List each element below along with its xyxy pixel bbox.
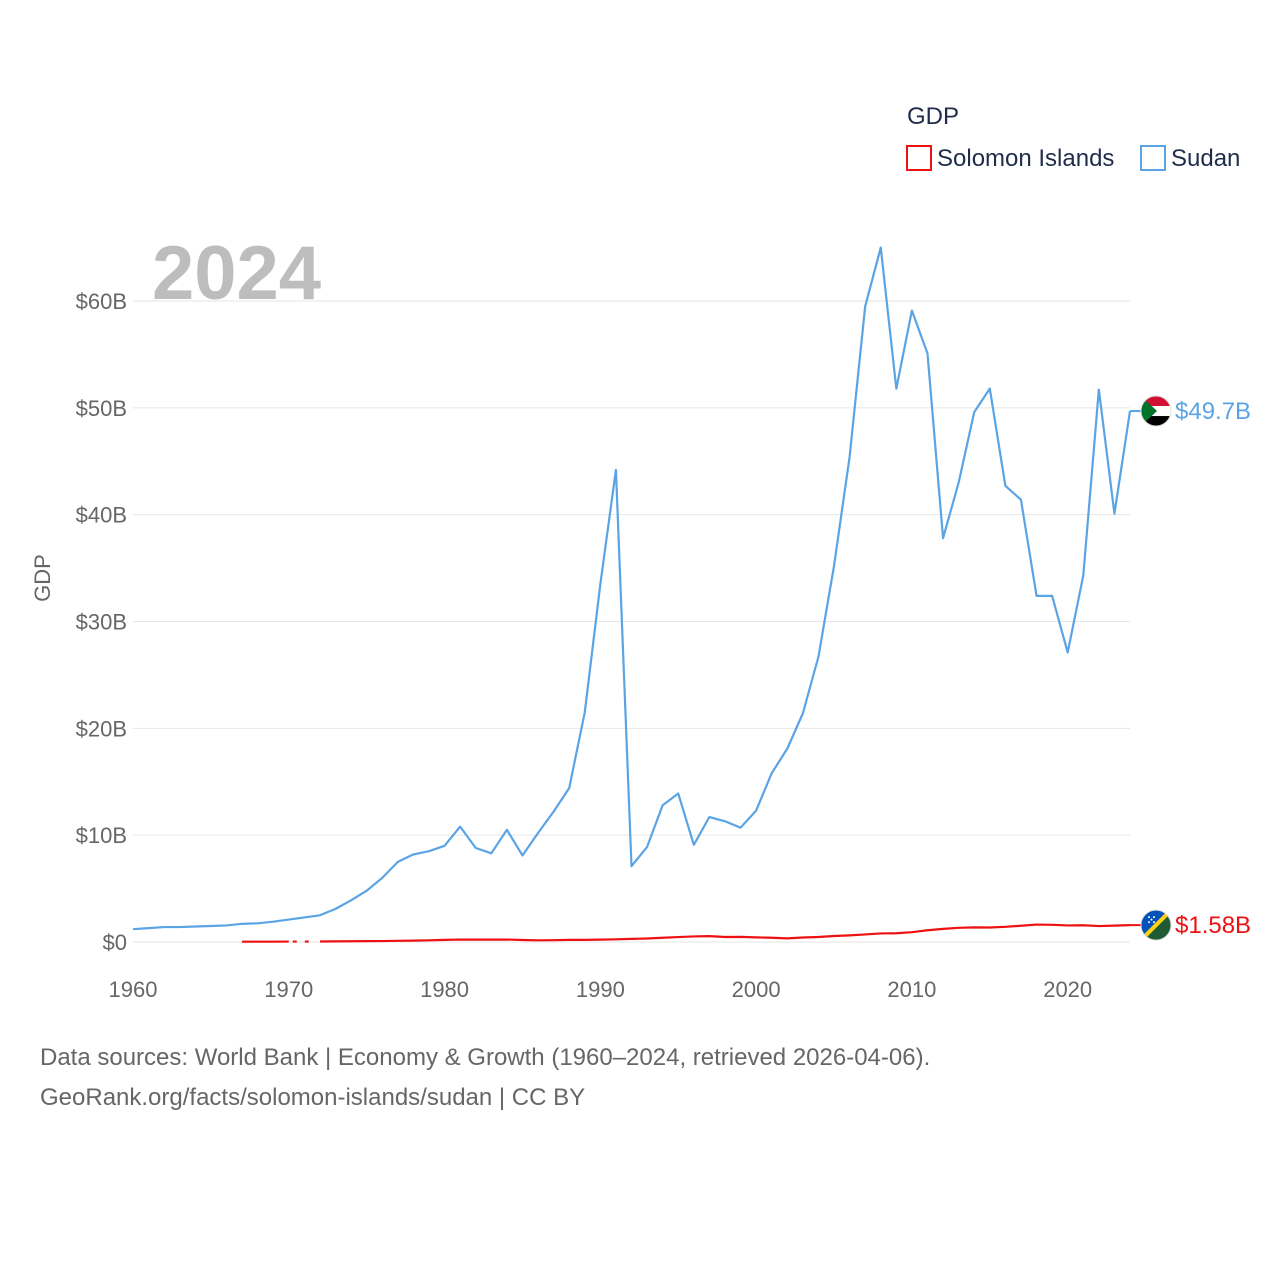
x-tick-label: 1970 <box>264 977 313 1002</box>
end-value-label-sudan: $49.7B <box>1175 398 1251 425</box>
attribution-link[interactable]: GeoRank.org/facts/solomon-islands/sudan … <box>40 1084 586 1111</box>
x-tick-label: 1980 <box>420 977 469 1002</box>
end-value-label-solomon-islands: $1.58B <box>1175 912 1251 939</box>
y-tick-label: $20B <box>76 716 127 741</box>
x-tick-label: 2010 <box>887 977 936 1002</box>
legend-swatch-sudan <box>1140 145 1166 171</box>
x-tick-label: 1960 <box>109 977 158 1002</box>
current-year-label: 2024 <box>152 231 321 316</box>
series-line-solomon-islands <box>319 923 1131 943</box>
data-source-note: Data sources: World Bank | Economy & Gro… <box>40 1044 931 1071</box>
series-end-markers: $1.58B $49.7B <box>1130 395 1251 941</box>
legend-title: GDP <box>907 103 959 130</box>
x-tick-label: 2020 <box>1043 977 1092 1002</box>
series-line-sudan <box>132 246 1132 931</box>
series-lines <box>132 246 1132 943</box>
x-tick-label: 2000 <box>732 977 781 1002</box>
y-tick-label: $10B <box>76 823 127 848</box>
legend-label-solomon-islands: Solomon Islands <box>937 145 1114 172</box>
x-tick-label: 1990 <box>576 977 625 1002</box>
y-tick-label: $30B <box>76 610 127 635</box>
y-tick-label: $50B <box>76 396 127 421</box>
legend: GDP Solomon Islands Sudan <box>906 103 1240 172</box>
legend-item-sudan[interactable]: Sudan <box>1140 145 1240 172</box>
legend-label-sudan: Sudan <box>1171 145 1240 172</box>
gridlines <box>133 300 1130 943</box>
y-tick-label: $60B <box>76 289 127 314</box>
axis-ticks: $0 $10B $20B $30B $40B $50B $60B 1960 1970 1980 19… <box>76 289 1093 1002</box>
legend-item-solomon-islands[interactable]: Solomon Islands <box>906 145 1114 172</box>
solomon-islands-flag-icon <box>1141 910 1171 941</box>
y-tick-label: $40B <box>76 503 127 528</box>
sudan-flag-icon <box>1141 396 1171 427</box>
y-axis-title: GDP <box>30 554 55 602</box>
y-tick-label: $0 <box>103 930 127 955</box>
legend-swatch-solomon-islands <box>906 145 932 171</box>
